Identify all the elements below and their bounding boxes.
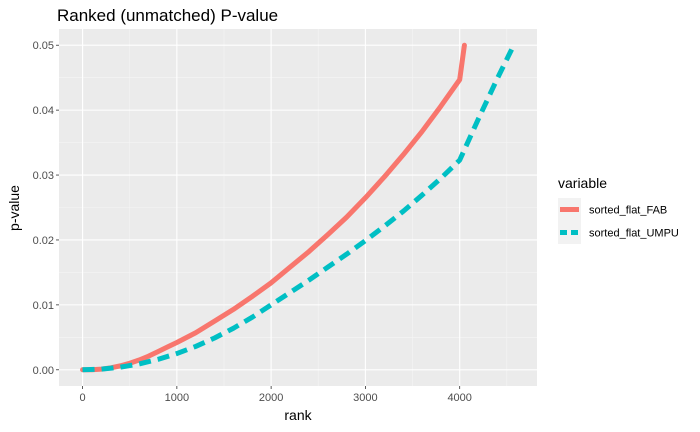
legend-label-1: sorted_flat_FAB bbox=[589, 205, 667, 217]
y-tick-label: 0.03 bbox=[33, 170, 54, 182]
series-line-2 bbox=[82, 42, 517, 373]
legend-title: variable bbox=[558, 175, 607, 191]
x-tick-label: 3000 bbox=[353, 392, 377, 404]
series-layer bbox=[80, 42, 517, 373]
x-axis-ticks: 0 1000 2000 3000 4000 bbox=[80, 386, 472, 404]
x-axis-label: rank bbox=[284, 407, 312, 423]
x-tick-label: 1000 bbox=[165, 392, 189, 404]
grid-minor bbox=[59, 29, 537, 386]
y-tick-label: 0.00 bbox=[33, 365, 54, 377]
legend-key-bg bbox=[558, 221, 581, 244]
y-tick-label: 0.01 bbox=[33, 300, 54, 312]
legend: variable sorted_flat_FAB sorted_flat_UMPU bbox=[558, 175, 679, 244]
y-tick-label: 0.05 bbox=[33, 40, 54, 52]
legend-label-2: sorted_flat_UMPU bbox=[589, 228, 679, 240]
x-tick-label: 0 bbox=[80, 392, 86, 404]
y-tick-label: 0.02 bbox=[33, 235, 54, 247]
y-tick-label: 0.04 bbox=[33, 105, 54, 117]
grid-major bbox=[59, 29, 537, 386]
y-axis-ticks: 0.00 0.01 0.02 0.03 0.04 0.05 bbox=[33, 40, 59, 377]
x-tick-label: 4000 bbox=[447, 392, 471, 404]
chart-title: Ranked (unmatched) P-value bbox=[57, 6, 278, 25]
x-tick-label: 2000 bbox=[259, 392, 283, 404]
y-axis-label: p-value bbox=[6, 185, 22, 231]
